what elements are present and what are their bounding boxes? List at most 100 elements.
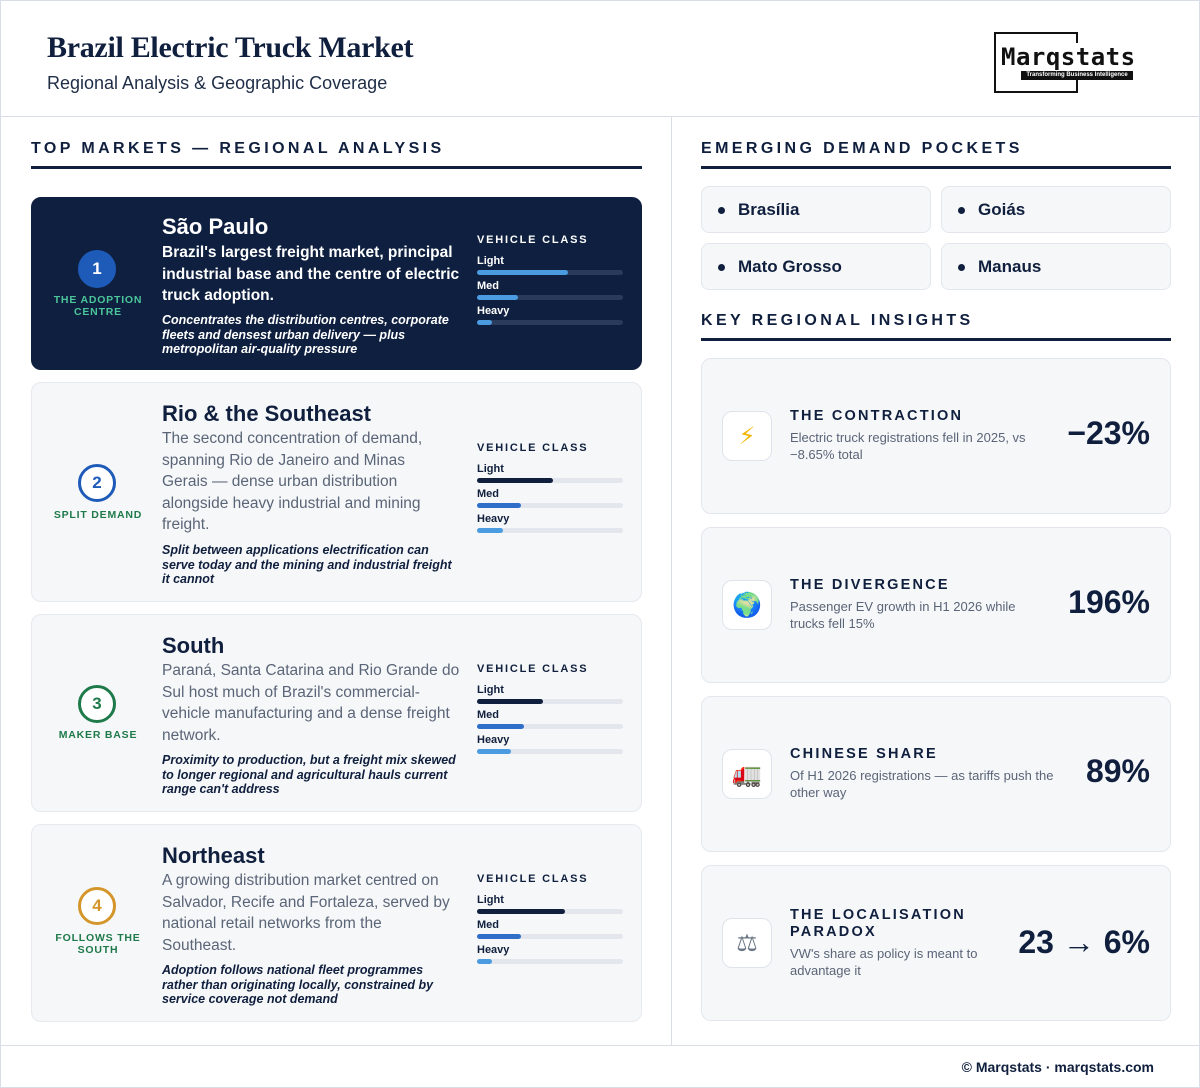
scales-icon: ⚖ bbox=[722, 918, 772, 968]
insight-description: Of H1 2026 registrations — as tariffs pu… bbox=[790, 768, 1054, 800]
market-description: A growing distribution market centred on… bbox=[162, 872, 450, 954]
vehicle-class-title: VEHICLE CLASS bbox=[477, 234, 589, 246]
vehicle-class-bar bbox=[477, 959, 492, 964]
vehicle-class-row: Med bbox=[477, 709, 625, 729]
bullet-dot bbox=[718, 207, 725, 214]
insight-card-contraction: ⚡ THE CONTRACTION Electric truck registr… bbox=[701, 358, 1171, 514]
market-note: Concentrates the distribution centres, c… bbox=[162, 313, 449, 356]
insights-title: KEY REGIONAL INSIGHTS bbox=[701, 312, 974, 329]
vehicle-class-label: Light bbox=[477, 463, 504, 475]
vehicle-class-row: Heavy bbox=[477, 944, 625, 964]
vehicle-class-row: Med bbox=[477, 488, 625, 508]
vehicle-class-title: VEHICLE CLASS bbox=[477, 663, 589, 675]
pocket-brasilia: Brasília bbox=[701, 186, 931, 233]
rank-label: FOLLOWS THE SOUTH bbox=[55, 932, 141, 956]
bullet-dot bbox=[958, 264, 965, 271]
vehicle-class-row: Light bbox=[477, 463, 625, 483]
rank-label: SPLIT DEMAND bbox=[53, 509, 143, 521]
vehicle-class-panel: VEHICLE CLASS Light Med Heavy bbox=[477, 442, 625, 538]
pocket-manaus: Manaus bbox=[941, 243, 1171, 290]
vehicle-class-title: VEHICLE CLASS bbox=[477, 873, 589, 885]
page-subtitle: Regional Analysis & Geographic Coverage bbox=[47, 73, 388, 93]
insight-description: VW's share as policy is meant to advanta… bbox=[790, 946, 978, 978]
vehicle-class-label: Light bbox=[477, 894, 504, 906]
vehicle-class-row: Light bbox=[477, 894, 625, 914]
vehicle-class-row: Heavy bbox=[477, 305, 625, 325]
page-title: Brazil Electric Truck Market bbox=[47, 31, 414, 64]
vehicle-class-bar bbox=[477, 295, 518, 300]
page-header: Brazil Electric Truck Market Regional An… bbox=[1, 1, 1199, 117]
vehicle-class-label: Heavy bbox=[477, 734, 510, 746]
vehicle-class-bar bbox=[477, 699, 543, 704]
vehicle-class-label: Light bbox=[477, 255, 504, 267]
vehicle-class-bar bbox=[477, 320, 492, 325]
vehicle-class-bar bbox=[477, 749, 511, 754]
vehicle-class-bar bbox=[477, 934, 521, 939]
vehicle-class-label: Heavy bbox=[477, 944, 510, 956]
vehicle-class-bar bbox=[477, 478, 553, 483]
market-description: The second concentration of demand, span… bbox=[162, 430, 423, 533]
rank-label: MAKER BASE bbox=[58, 729, 138, 741]
vehicle-class-label: Med bbox=[477, 709, 499, 721]
insight-card-divergence: 🌍 THE DIVERGENCE Passenger EV growth in … bbox=[701, 527, 1171, 683]
emerging-title: EMERGING DEMAND POCKETS bbox=[701, 140, 1023, 157]
market-name: Northeast bbox=[162, 843, 265, 868]
market-note: Split between applications electrificati… bbox=[162, 543, 452, 586]
truck-icon: 🚛 bbox=[722, 749, 772, 799]
market-card-south: 3 MAKER BASE South Paraná, Santa Catarin… bbox=[31, 614, 642, 812]
vehicle-class-panel: VEHICLE CLASS Light Med Heavy bbox=[477, 234, 625, 330]
insight-title: THE LOCALISATION PARADOX bbox=[790, 907, 966, 940]
vehicle-class-label: Med bbox=[477, 488, 499, 500]
vehicle-class-bar bbox=[477, 909, 565, 914]
bullet-dot bbox=[958, 207, 965, 214]
market-description: Brazil's largest freight market, princip… bbox=[162, 244, 460, 304]
insights-rule bbox=[701, 338, 1171, 341]
insight-value: −23% bbox=[1067, 415, 1150, 451]
market-description: Paraná, Santa Catarina and Rio Grande do… bbox=[162, 662, 460, 744]
insight-title: THE CONTRACTION bbox=[790, 408, 964, 424]
rank-badge: 1 bbox=[78, 250, 116, 288]
market-name: São Paulo bbox=[162, 214, 269, 239]
vehicle-class-label: Heavy bbox=[477, 305, 510, 317]
footer-rule bbox=[1, 1045, 1199, 1046]
pocket-name: Brasília bbox=[738, 200, 800, 219]
vehicle-class-row: Heavy bbox=[477, 513, 625, 533]
vehicle-class-title: VEHICLE CLASS bbox=[477, 442, 589, 454]
market-card-sao-paulo: 1 THE ADOPTION CENTRE São Paulo Brazil's… bbox=[31, 197, 642, 370]
market-note: Adoption follows national fleet programm… bbox=[162, 963, 434, 1006]
insight-description: Passenger EV growth in H1 2026 while tru… bbox=[790, 599, 1016, 631]
top-markets-title: TOP MARKETS — REGIONAL ANALYSIS bbox=[31, 140, 445, 157]
vehicle-class-row: Med bbox=[477, 280, 625, 300]
rank-badge: 3 bbox=[78, 685, 116, 723]
vehicle-class-panel: VEHICLE CLASS Light Med Heavy bbox=[477, 873, 625, 969]
bullet-dot bbox=[718, 264, 725, 271]
vehicle-class-label: Heavy bbox=[477, 513, 510, 525]
vehicle-class-bar bbox=[477, 503, 521, 508]
vehicle-class-row: Light bbox=[477, 684, 625, 704]
insight-card-chinese-share: 🚛 CHINESE SHARE Of H1 2026 registrations… bbox=[701, 696, 1171, 852]
insight-title: CHINESE SHARE bbox=[790, 746, 938, 762]
rank-badge: 2 bbox=[78, 464, 116, 502]
pocket-name: Mato Grosso bbox=[738, 257, 842, 276]
insight-title: THE DIVERGENCE bbox=[790, 577, 950, 593]
vehicle-class-label: Med bbox=[477, 280, 499, 292]
vehicle-class-panel: VEHICLE CLASS Light Med Heavy bbox=[477, 663, 625, 759]
insight-description: Electric truck registrations fell in 202… bbox=[790, 430, 1026, 462]
vehicle-class-row: Med bbox=[477, 919, 625, 939]
insight-value: 23 → 6% bbox=[1018, 924, 1150, 960]
pocket-name: Manaus bbox=[978, 257, 1042, 276]
insight-value: 196% bbox=[1068, 584, 1150, 620]
vehicle-class-label: Med bbox=[477, 919, 499, 931]
market-name: Rio & the Southeast bbox=[162, 401, 372, 426]
globe-icon: 🌍 bbox=[722, 580, 772, 630]
pocket-mato-grosso: Mato Grosso bbox=[701, 243, 931, 290]
vehicle-class-bar bbox=[477, 528, 504, 533]
rank-label: THE ADOPTION CENTRE bbox=[53, 294, 143, 318]
market-note: Proximity to production, but a freight m… bbox=[162, 753, 456, 796]
footer-credit: © Marqstats · marqstats.com bbox=[961, 1059, 1154, 1075]
vehicle-class-row: Light bbox=[477, 255, 625, 275]
lightning-icon: ⚡ bbox=[722, 411, 772, 461]
top-markets-rule bbox=[31, 166, 642, 169]
market-card-northeast: 4 FOLLOWS THE SOUTH Northeast A growing … bbox=[31, 824, 642, 1022]
